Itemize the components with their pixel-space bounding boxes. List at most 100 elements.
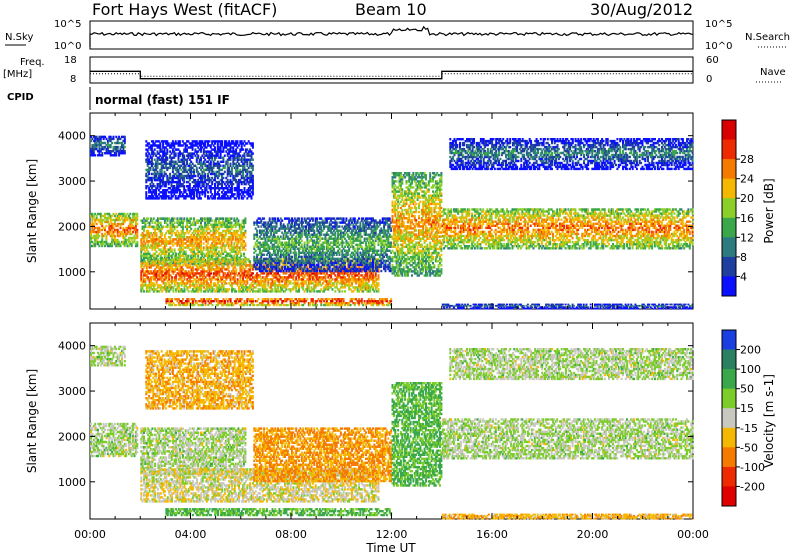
- heat-cell: [240, 223, 243, 227]
- heat-cell: [242, 197, 245, 200]
- heat-cell: [111, 150, 114, 153]
- heat-cell: [169, 164, 172, 167]
- heat-cell: [153, 168, 156, 172]
- heat-cell: [208, 168, 211, 172]
- heat-cell: [177, 197, 180, 200]
- heat-cell: [206, 217, 209, 220]
- heat-cell: [214, 140, 216, 143]
- heat-cell: [208, 227, 211, 231]
- heat-cell: [92, 242, 95, 246]
- heat-cell: [183, 168, 186, 172]
- heat-cell: [140, 258, 143, 262]
- heat-cell: [122, 242, 125, 246]
- heat-cell: [191, 221, 194, 224]
- heat-cell: [157, 182, 160, 186]
- heat-cell: [160, 156, 163, 159]
- heat-cell: [170, 180, 173, 184]
- heat-cell: [122, 226, 125, 230]
- heat-cell: [216, 252, 219, 256]
- heat-cell: [143, 240, 145, 243]
- heat-cell: [243, 221, 245, 224]
- heat-cell: [176, 180, 179, 184]
- heat-cell: [98, 137, 101, 141]
- heat-cell: [141, 246, 144, 249]
- heat-cell: [206, 223, 209, 227]
- heat-cell: [180, 221, 183, 224]
- nave-label: Nave: [760, 67, 786, 78]
- heat-cell: [202, 252, 205, 256]
- heat-cell: [97, 240, 99, 244]
- heat-cell: [151, 236, 154, 239]
- heat-cell: [119, 212, 122, 216]
- heat-cell: [181, 160, 184, 163]
- heat-cell: [180, 219, 183, 222]
- heat-cell: [206, 254, 209, 258]
- heat-cell: [223, 233, 226, 237]
- heat-cell: [159, 229, 162, 233]
- heat-cell: [140, 254, 143, 258]
- heat-cell: [180, 185, 183, 188]
- heat-cell: [152, 240, 155, 243]
- heat-cell: [190, 254, 193, 258]
- heat-cell: [223, 191, 226, 194]
- heat-cell: [216, 164, 219, 167]
- heat-cell: [90, 244, 92, 248]
- heat-cell: [186, 240, 189, 243]
- heat-cell: [164, 185, 167, 188]
- heat-cell: [229, 225, 232, 229]
- heat-cell: [200, 246, 202, 249]
- heat-cell: [223, 140, 226, 143]
- heat-cell: [98, 228, 101, 232]
- heat-cell: [173, 187, 176, 190]
- heat-cell: [205, 189, 208, 192]
- heat-cell: [173, 242, 176, 245]
- heat-cell: [194, 238, 197, 241]
- heat-cell: [226, 182, 229, 186]
- heat-cell: [202, 256, 205, 260]
- heat-cell: [226, 144, 229, 147]
- heat-cell: [216, 193, 219, 196]
- heat-cell: [218, 182, 221, 186]
- heat-cell: [132, 216, 135, 220]
- heat-cell: [178, 193, 181, 196]
- heat-cell: [222, 172, 225, 176]
- heat-cell: [224, 244, 227, 247]
- heat-cell: [218, 227, 220, 231]
- heat-cell: [194, 174, 197, 178]
- heat-cell: [190, 244, 193, 247]
- heat-cell: [208, 170, 211, 174]
- heat-cell: [157, 144, 160, 147]
- heat-cell: [230, 246, 233, 249]
- heat-cell: [211, 219, 214, 222]
- heat-cell: [198, 195, 201, 198]
- heat-cell: [200, 176, 202, 180]
- heat-cell: [98, 150, 101, 153]
- heat-cell: [211, 182, 214, 186]
- heat-cell: [145, 140, 148, 143]
- heat-cell: [130, 222, 133, 226]
- heat-cell: [202, 227, 205, 231]
- heat-cell: [166, 158, 169, 161]
- heat-cell: [234, 246, 237, 249]
- heat-cell: [193, 252, 195, 256]
- heat-cell: [173, 176, 176, 180]
- heat-cell: [153, 178, 156, 182]
- heat-cell: [149, 144, 152, 147]
- heat-cell: [225, 160, 228, 163]
- heat-cell: [127, 230, 130, 234]
- heat-cell: [198, 180, 201, 184]
- heat-cell: [230, 217, 233, 220]
- heat-cell: [235, 268, 238, 271]
- heat-cell: [155, 140, 158, 143]
- heat-cell: [218, 219, 220, 222]
- heat-cell: [149, 178, 152, 182]
- heat-cell: [147, 221, 150, 224]
- heat-cell: [166, 189, 169, 192]
- heat-cell: [222, 189, 225, 192]
- heat-cell: [122, 220, 125, 224]
- heat-cell: [207, 160, 209, 163]
- heat-cell: [94, 240, 97, 244]
- heat-cell: [231, 231, 234, 235]
- heat-cell: [173, 238, 176, 241]
- heat-cell: [234, 225, 237, 229]
